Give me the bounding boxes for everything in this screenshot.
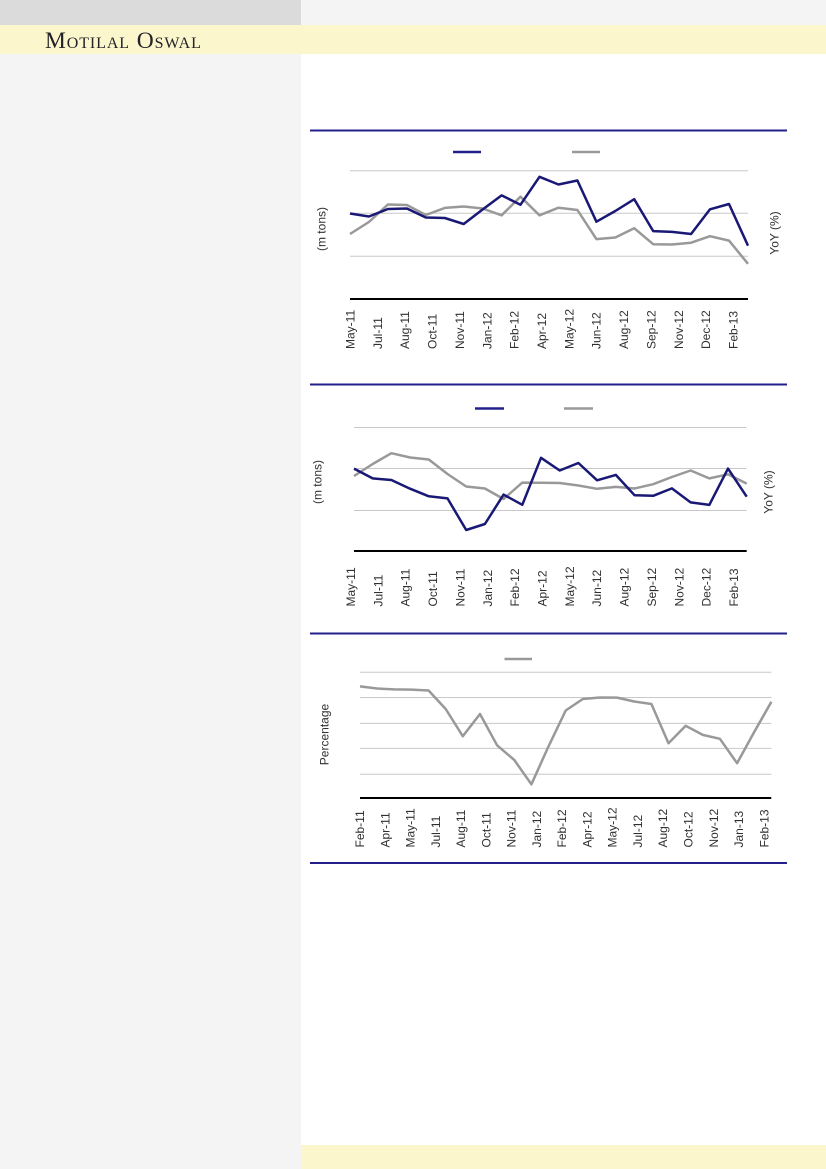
svg-text:May-11: May-11	[404, 808, 418, 847]
svg-text:May-12: May-12	[606, 807, 620, 847]
svg-text:Jul-11: Jul-11	[371, 317, 385, 349]
svg-text:Jan-13: Jan-13	[732, 810, 746, 847]
svg-text:Percentage: Percentage	[318, 703, 332, 765]
svg-text:Dec-12: Dec-12	[700, 567, 714, 606]
svg-text:Nov-11: Nov-11	[453, 568, 467, 606]
svg-text:Nov-11: Nov-11	[505, 809, 519, 847]
svg-text:Apr-12: Apr-12	[535, 313, 549, 349]
svg-text:May-11: May-11	[344, 567, 358, 606]
svg-text:Aug-11: Aug-11	[398, 311, 412, 349]
svg-text:(m tons): (m tons)	[315, 207, 329, 251]
svg-text:Jul-12: Jul-12	[631, 814, 645, 847]
svg-text:YoY (%): YoY (%)	[762, 470, 776, 513]
svg-text:YoY (%): YoY (%)	[768, 211, 782, 254]
svg-text:Sep-12: Sep-12	[645, 310, 659, 349]
svg-text:Feb-13: Feb-13	[727, 568, 741, 606]
svg-text:Dec-12: Dec-12	[699, 310, 713, 349]
svg-text:Aug-11: Aug-11	[454, 809, 468, 847]
svg-text:Feb-11: Feb-11	[353, 810, 367, 847]
svg-text:Feb-12: Feb-12	[555, 809, 569, 847]
svg-text:Jan-12: Jan-12	[480, 312, 494, 349]
svg-text:Apr-12: Apr-12	[580, 811, 594, 847]
svg-text:Nov-12: Nov-12	[672, 567, 686, 606]
svg-text:Nov-12: Nov-12	[707, 808, 721, 847]
svg-text:Aug-12: Aug-12	[618, 567, 632, 606]
svg-text:Feb-13: Feb-13	[727, 311, 741, 349]
svg-text:Jun-12: Jun-12	[590, 312, 604, 349]
svg-text:Nov-11: Nov-11	[453, 311, 467, 349]
svg-text:May-12: May-12	[563, 566, 577, 606]
svg-text:Apr-12: Apr-12	[536, 570, 550, 606]
svg-text:Feb-12: Feb-12	[508, 568, 522, 606]
svg-text:Oct-12: Oct-12	[682, 811, 696, 847]
svg-text:Jul-11: Jul-11	[371, 574, 385, 606]
svg-text:Oct-11: Oct-11	[426, 314, 440, 349]
svg-text:Aug-12: Aug-12	[617, 310, 631, 349]
svg-text:May-12: May-12	[562, 309, 576, 349]
svg-text:Oct-11: Oct-11	[426, 571, 440, 606]
svg-text:Feb-12: Feb-12	[508, 311, 522, 349]
svg-text:Jan-12: Jan-12	[530, 810, 544, 847]
svg-text:Oct-11: Oct-11	[479, 812, 493, 847]
svg-text:Jun-12: Jun-12	[590, 569, 604, 606]
svg-text:Aug-12: Aug-12	[656, 808, 670, 847]
svg-text:Jan-12: Jan-12	[481, 569, 495, 606]
svg-text:Apr-11: Apr-11	[378, 812, 392, 847]
svg-text:Jul-11: Jul-11	[429, 815, 443, 847]
svg-text:(m tons): (m tons)	[311, 460, 325, 504]
svg-text:Nov-12: Nov-12	[672, 310, 686, 349]
svg-text:Sep-12: Sep-12	[645, 567, 659, 606]
svg-text:Feb-13: Feb-13	[757, 809, 771, 847]
svg-text:May-11: May-11	[344, 310, 358, 349]
svg-text:Aug-11: Aug-11	[399, 568, 413, 606]
